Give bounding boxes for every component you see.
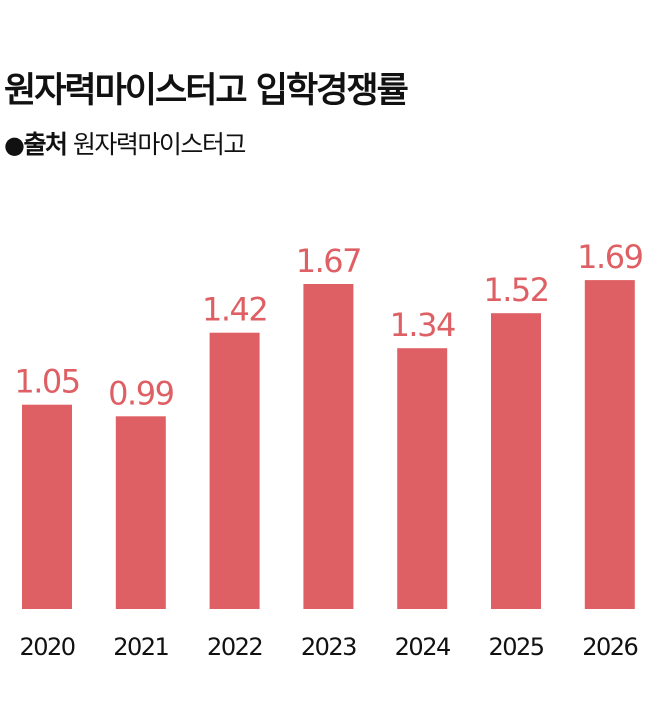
value-label-2023: 1.67 bbox=[296, 242, 361, 280]
value-label-2025: 1.52 bbox=[483, 271, 548, 309]
value-label-2024: 1.34 bbox=[390, 306, 455, 344]
bar-2022 bbox=[209, 332, 260, 609]
x-tick-label-2024: 2024 bbox=[395, 633, 450, 661]
x-tick-label-2026: 2026 bbox=[582, 633, 637, 661]
bar-2020 bbox=[22, 404, 72, 609]
source-value: 원자력마이스터고 bbox=[72, 130, 247, 159]
x-tick-label-2025: 2025 bbox=[488, 633, 543, 661]
x-axis-ticks-group: 2020 2021 2022 2023 2024 2025 2026 bbox=[19, 633, 639, 661]
x-tick-label-2021: 2021 bbox=[113, 633, 168, 661]
bars-group bbox=[22, 280, 635, 609]
x-tick-label-2023: 2023 bbox=[301, 633, 356, 661]
value-label-2020: 1.05 bbox=[14, 363, 79, 401]
x-tick-label-2020: 2020 bbox=[19, 633, 74, 661]
bar-2024 bbox=[397, 348, 448, 609]
bar-2021 bbox=[115, 416, 166, 609]
value-label-2021: 0.99 bbox=[108, 374, 173, 412]
source-line: ●출처 원자력마이스터고 bbox=[4, 125, 247, 161]
value-labels-group: 1.05 0.99 1.42 1.67 1.34 1.52 1.69 bbox=[14, 238, 644, 412]
bar-2023 bbox=[303, 284, 354, 609]
bar-2026 bbox=[584, 280, 635, 609]
source-label: 출처 bbox=[23, 130, 68, 159]
value-label-2026: 1.69 bbox=[577, 238, 642, 276]
value-label-2022: 1.42 bbox=[202, 291, 267, 329]
chart-title: 원자력마이스터고 입학경쟁률 bbox=[4, 71, 409, 111]
bar-2025 bbox=[491, 313, 541, 609]
x-tick-label-2022: 2022 bbox=[207, 633, 262, 661]
bullet-icon: ● bbox=[4, 131, 25, 159]
